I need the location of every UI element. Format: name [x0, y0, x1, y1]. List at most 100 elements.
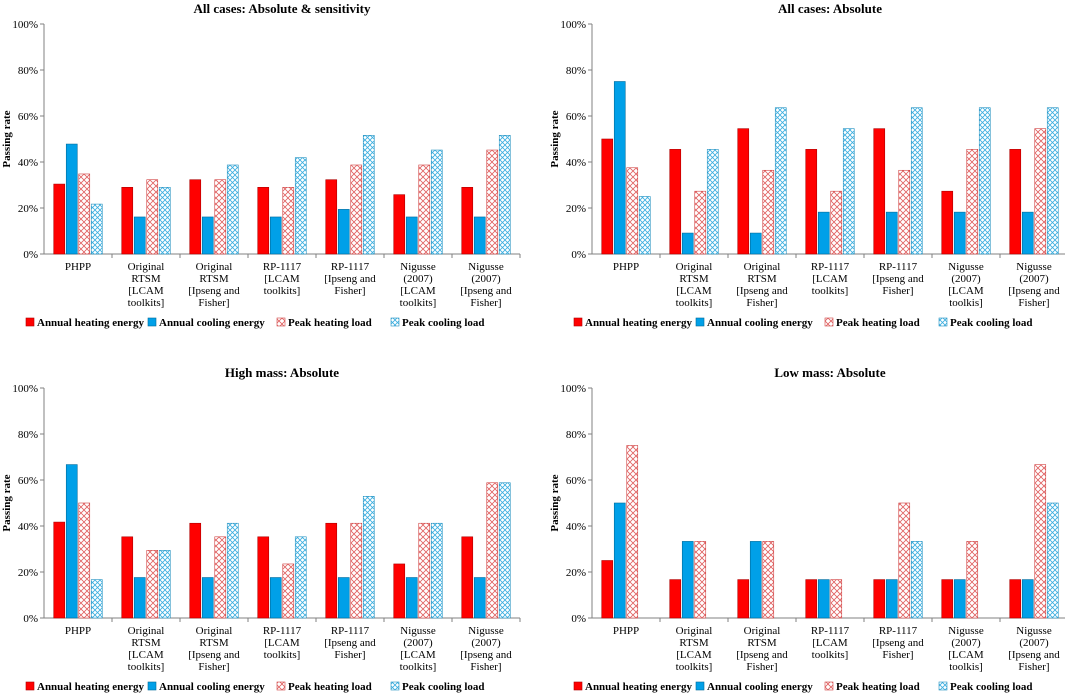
y-tick-label: 20% — [566, 567, 586, 579]
bar-annual-heating-energy — [737, 579, 750, 619]
bar-peak-heating-load — [830, 579, 843, 619]
bar-annual-heating-energy — [601, 560, 614, 619]
bar-peak-cooling-load — [226, 164, 239, 255]
bar-peak-heating-load — [966, 149, 979, 255]
bar-peak-heating-load — [694, 541, 707, 619]
bar-annual-cooling-energy — [473, 577, 486, 619]
bar-peak-cooling-load — [842, 128, 855, 255]
y-axis-label: Passing rate — [1, 110, 13, 167]
bar-peak-cooling-load — [910, 541, 923, 619]
bar-peak-heating-load — [78, 502, 91, 619]
legend-label: Peak heating load — [288, 681, 372, 693]
legend-label: Peak cooling load — [950, 681, 1033, 693]
bar-peak-cooling-load — [430, 149, 443, 255]
x-tick-label: PHPP — [613, 261, 639, 273]
bar-annual-heating-energy — [601, 138, 614, 255]
bar-annual-cooling-energy — [953, 579, 966, 619]
x-tick-label: Nigusse (2007) [Ipseng and Fisher] — [1008, 261, 1060, 309]
bar-annual-cooling-energy — [133, 216, 146, 255]
bar-peak-heating-load — [214, 536, 227, 619]
bar-peak-cooling-load — [294, 157, 307, 255]
y-tick-label: 80% — [18, 65, 38, 77]
chart-panel-3: High mass: Absolute Passing rate 0% 20% 40% 6… — [1, 365, 521, 693]
y-tick-label: 20% — [18, 203, 38, 215]
bar-peak-cooling-load — [978, 107, 991, 255]
x-tick-label: RP-1117 [Ipseng and Fisher] — [324, 261, 376, 297]
y-tick-label: 80% — [566, 429, 586, 441]
bar-annual-heating-energy — [669, 579, 682, 619]
legend-label: Annual heating energy — [585, 681, 692, 693]
bar-annual-cooling-energy — [749, 232, 762, 255]
y-axis-label: Passing rate — [1, 474, 13, 531]
bar-annual-cooling-energy — [201, 577, 214, 619]
bar-peak-cooling-load — [1046, 502, 1059, 619]
bar-peak-heating-load — [762, 169, 775, 255]
bar-annual-cooling-energy — [65, 464, 78, 619]
bar-annual-cooling-energy — [473, 216, 486, 255]
legend-swatch — [824, 681, 834, 691]
x-tick-label: RP-1117 [LCAM toolkits] — [263, 625, 302, 661]
bar-peak-heating-load — [830, 190, 843, 255]
x-tick-label: PHPP — [65, 261, 91, 273]
bar-annual-cooling-energy — [269, 216, 282, 255]
y-tick-label: 60% — [566, 111, 586, 123]
legend-label: Annual cooling energy — [707, 317, 813, 329]
x-tick-label: RP-1117 [Ipseng and Fisher] — [872, 625, 924, 661]
legend-swatch — [25, 317, 35, 327]
y-tick-label: 0% — [571, 613, 586, 625]
bar-peak-heating-load — [966, 541, 979, 619]
bar-annual-cooling-energy — [1021, 579, 1034, 619]
x-tick-label: Nigusse (2007) [LCAM toolkis] — [948, 625, 984, 673]
bar-annual-cooling-energy — [337, 209, 350, 255]
legend-swatch — [573, 681, 583, 691]
bar-peak-heating-load — [350, 522, 363, 619]
y-tick-label: 40% — [18, 157, 38, 169]
x-tick-label: Nigusse (2007) [LCAM toolkis] — [948, 261, 984, 309]
bar-annual-cooling-energy — [613, 502, 626, 619]
y-tick-label: 0% — [571, 249, 586, 261]
chart-title: Low mass: Absolute — [774, 365, 885, 380]
bar-peak-heating-load — [762, 541, 775, 619]
bar-annual-cooling-energy — [405, 577, 418, 619]
x-tick-label: Original RTSM [LCAM toolkits] — [128, 261, 165, 309]
legend-label: Annual cooling energy — [159, 681, 265, 693]
bar-annual-heating-energy — [257, 187, 270, 255]
bar-peak-cooling-load — [294, 536, 307, 619]
bar-peak-heating-load — [350, 164, 363, 255]
bar-annual-cooling-energy — [405, 216, 418, 255]
y-tick-label: 80% — [566, 65, 586, 77]
bar-annual-cooling-energy — [613, 81, 626, 255]
bar-annual-cooling-energy — [1021, 211, 1034, 255]
bar-peak-cooling-load — [1046, 107, 1059, 255]
legend-swatch — [25, 681, 35, 691]
bar-peak-heating-load — [626, 445, 639, 619]
bar-annual-cooling-energy — [681, 541, 694, 619]
x-tick-label: Nigusse (2007) [Ipseng and Fisher] — [460, 625, 512, 673]
bar-peak-cooling-load — [910, 107, 923, 255]
bar-peak-cooling-load — [430, 522, 443, 619]
x-tick-label: PHPP — [65, 625, 91, 637]
bar-annual-heating-energy — [393, 563, 406, 619]
y-tick-label: 20% — [18, 567, 38, 579]
x-tick-label: Nigusse (2007) [LCAM toolkits] — [400, 625, 437, 673]
legend-swatch — [824, 317, 834, 327]
y-axis-label: Passing rate — [549, 474, 561, 531]
bar-peak-heating-load — [694, 190, 707, 255]
bar-peak-heating-load — [78, 173, 91, 255]
y-tick-label: 60% — [18, 475, 38, 487]
bar-annual-heating-energy — [941, 190, 954, 255]
y-axis-label: Passing rate — [549, 110, 561, 167]
bar-annual-heating-energy — [53, 521, 66, 619]
legend-label: Annual cooling energy — [707, 681, 813, 693]
bar-annual-heating-energy — [737, 128, 750, 255]
x-tick-label: Original RTSM [Ipseng and Fisher] — [188, 625, 240, 673]
x-tick-label: Original RTSM [LCAM toolkits] — [128, 625, 165, 673]
x-tick-label: Original RTSM [LCAM toolkits] — [676, 261, 713, 309]
y-tick-label: 100% — [560, 383, 586, 395]
x-tick-label: Nigusse (2007) [Ipseng and Fisher] — [460, 261, 512, 309]
y-tick-label: 20% — [566, 203, 586, 215]
bar-annual-heating-energy — [805, 149, 818, 255]
x-tick-label: PHPP — [613, 625, 639, 637]
y-tick-label: 40% — [566, 157, 586, 169]
chart-title: All cases: Absolute & sensitivity — [194, 1, 371, 16]
